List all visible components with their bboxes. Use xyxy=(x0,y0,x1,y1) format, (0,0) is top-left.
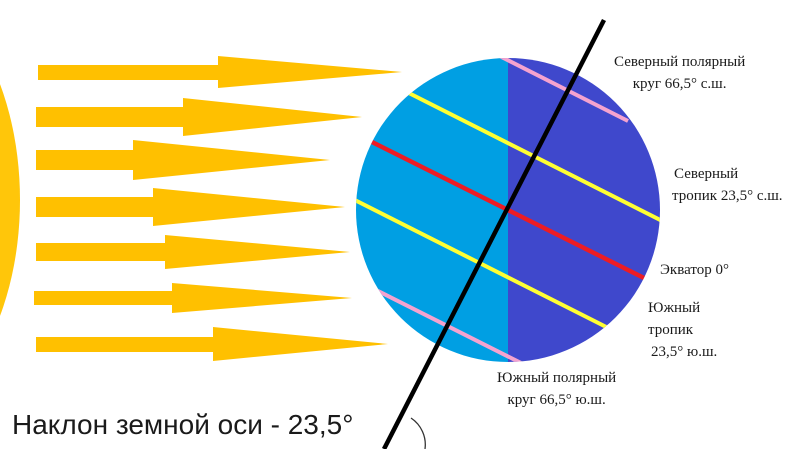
sun-ray-arrow-2 xyxy=(36,98,362,136)
axis-tilt-caption: Наклон земной оси - 23,5° xyxy=(12,409,354,440)
sun xyxy=(0,84,20,316)
north-tropic-label-line-1: Северный xyxy=(674,166,739,182)
earth-axis xyxy=(381,18,607,449)
sun-ray-arrow-3 xyxy=(36,140,330,180)
south-tropic-label-line-3: 23,5° ю.ш. xyxy=(651,343,718,360)
south-tropic-label-line-2: тропик xyxy=(648,321,694,338)
north-polar-circle-line xyxy=(459,58,629,123)
sun-ray-arrow-1 xyxy=(38,56,402,88)
sun-ray-arrow-5 xyxy=(36,235,350,269)
south-polar-circle-label: Южный полярный круг 66,5° ю.ш. xyxy=(497,368,616,412)
north-polar-circle-label-line-1: Северный полярный xyxy=(614,54,746,70)
south-tropic-label-line-1: Южный xyxy=(648,300,701,316)
sun-ray-arrow-4 xyxy=(36,188,345,226)
north-polar-circle-label: Северный полярный круг 66,5° с.ш. xyxy=(614,52,745,96)
north-tropic-label-line-2: тропик 23,5° с.ш. xyxy=(672,187,783,204)
north-tropic-label: Северный тропик 23,5° с.ш. xyxy=(672,164,783,208)
day-side xyxy=(356,58,508,362)
south-polar-circle-label-line-2: круг 66,5° ю.ш. xyxy=(507,391,606,408)
south-polar-circle-label-line-1: Южный полярный xyxy=(497,370,617,386)
sun-rays xyxy=(34,56,402,361)
equator-line xyxy=(356,129,660,293)
north-tropic-line xyxy=(392,83,660,232)
south-tropic-label: Южный тропик 23,5° ю.ш. xyxy=(648,298,717,363)
equator-label: Экватор 0° xyxy=(660,262,729,278)
sun-ray-arrow-6 xyxy=(34,283,352,313)
tilt-angle-arc xyxy=(410,417,426,449)
sun-ray-arrow-7 xyxy=(36,327,388,361)
north-polar-circle-label-line-2: круг 66,5° с.ш. xyxy=(632,75,727,92)
south-tropic-line xyxy=(356,188,633,342)
